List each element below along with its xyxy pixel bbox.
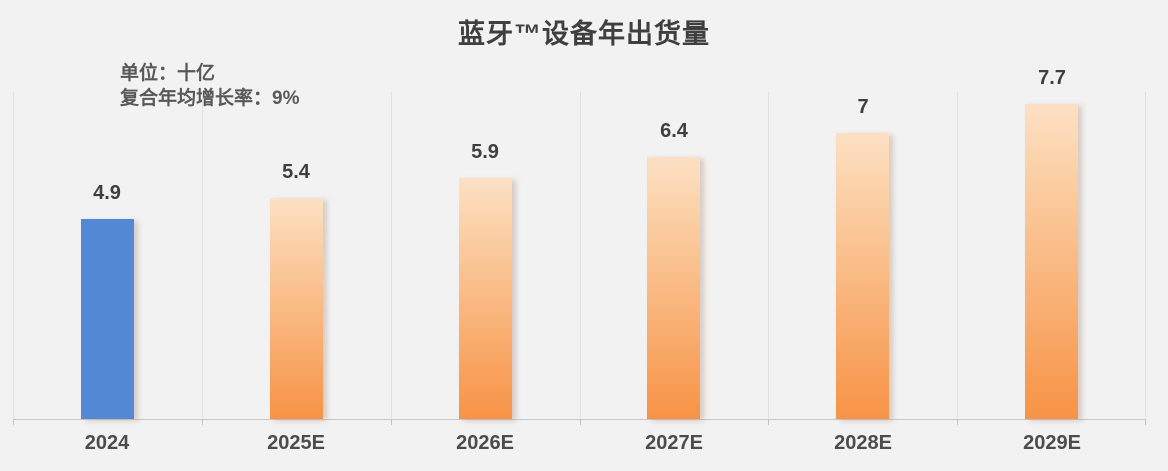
gridline bbox=[202, 92, 203, 419]
gridline bbox=[580, 92, 581, 419]
value-label-2024: 4.9 bbox=[93, 182, 121, 204]
gridline bbox=[1145, 92, 1146, 419]
gridline bbox=[768, 92, 769, 419]
chart-subtitle: 单位：十亿 复合年均增长率：9% bbox=[120, 61, 299, 111]
unit-label: 单位：十亿 bbox=[120, 63, 216, 84]
category-label-2025E: 2025E bbox=[267, 432, 325, 454]
category-label-2026E: 2026E bbox=[456, 432, 514, 454]
gridline bbox=[391, 92, 392, 419]
category-label-2024: 2024 bbox=[84, 432, 130, 454]
axis-tick bbox=[580, 419, 581, 425]
value-label-2027E: 6.4 bbox=[660, 120, 688, 142]
axis-tick bbox=[391, 419, 392, 425]
bar-2028E bbox=[836, 133, 889, 419]
bar-2026E bbox=[459, 178, 512, 419]
chart-title: 蓝牙™设备年出货量 bbox=[458, 19, 710, 49]
bar-2024 bbox=[81, 219, 134, 419]
value-label-2025E: 5.4 bbox=[282, 161, 310, 183]
category-label-2027E: 2027E bbox=[645, 432, 703, 454]
value-label-2026E: 5.9 bbox=[471, 141, 499, 163]
gridline bbox=[13, 92, 14, 419]
axis-tick bbox=[957, 419, 958, 425]
cagr-label: 复合年均增长率：9% bbox=[120, 88, 300, 109]
axis-tick bbox=[13, 419, 14, 425]
value-label-2029E: 7.7 bbox=[1038, 67, 1066, 89]
value-label-2028E: 7 bbox=[857, 96, 869, 118]
plot-area: 4.9 2024 5.4 2025E 5.9 2026E 6.4 2027E 7 2028E 7.7… bbox=[13, 67, 1146, 454]
axis-tick bbox=[1145, 419, 1146, 425]
bar-2025E bbox=[270, 198, 323, 419]
bar-2029E bbox=[1025, 104, 1078, 419]
category-label-2029E: 2029E bbox=[1023, 432, 1081, 454]
bar-2027E bbox=[647, 157, 700, 419]
axis-tick bbox=[202, 419, 203, 425]
axis-tick bbox=[768, 419, 769, 425]
category-label-2028E: 2028E bbox=[834, 432, 892, 454]
gridline bbox=[957, 92, 958, 419]
